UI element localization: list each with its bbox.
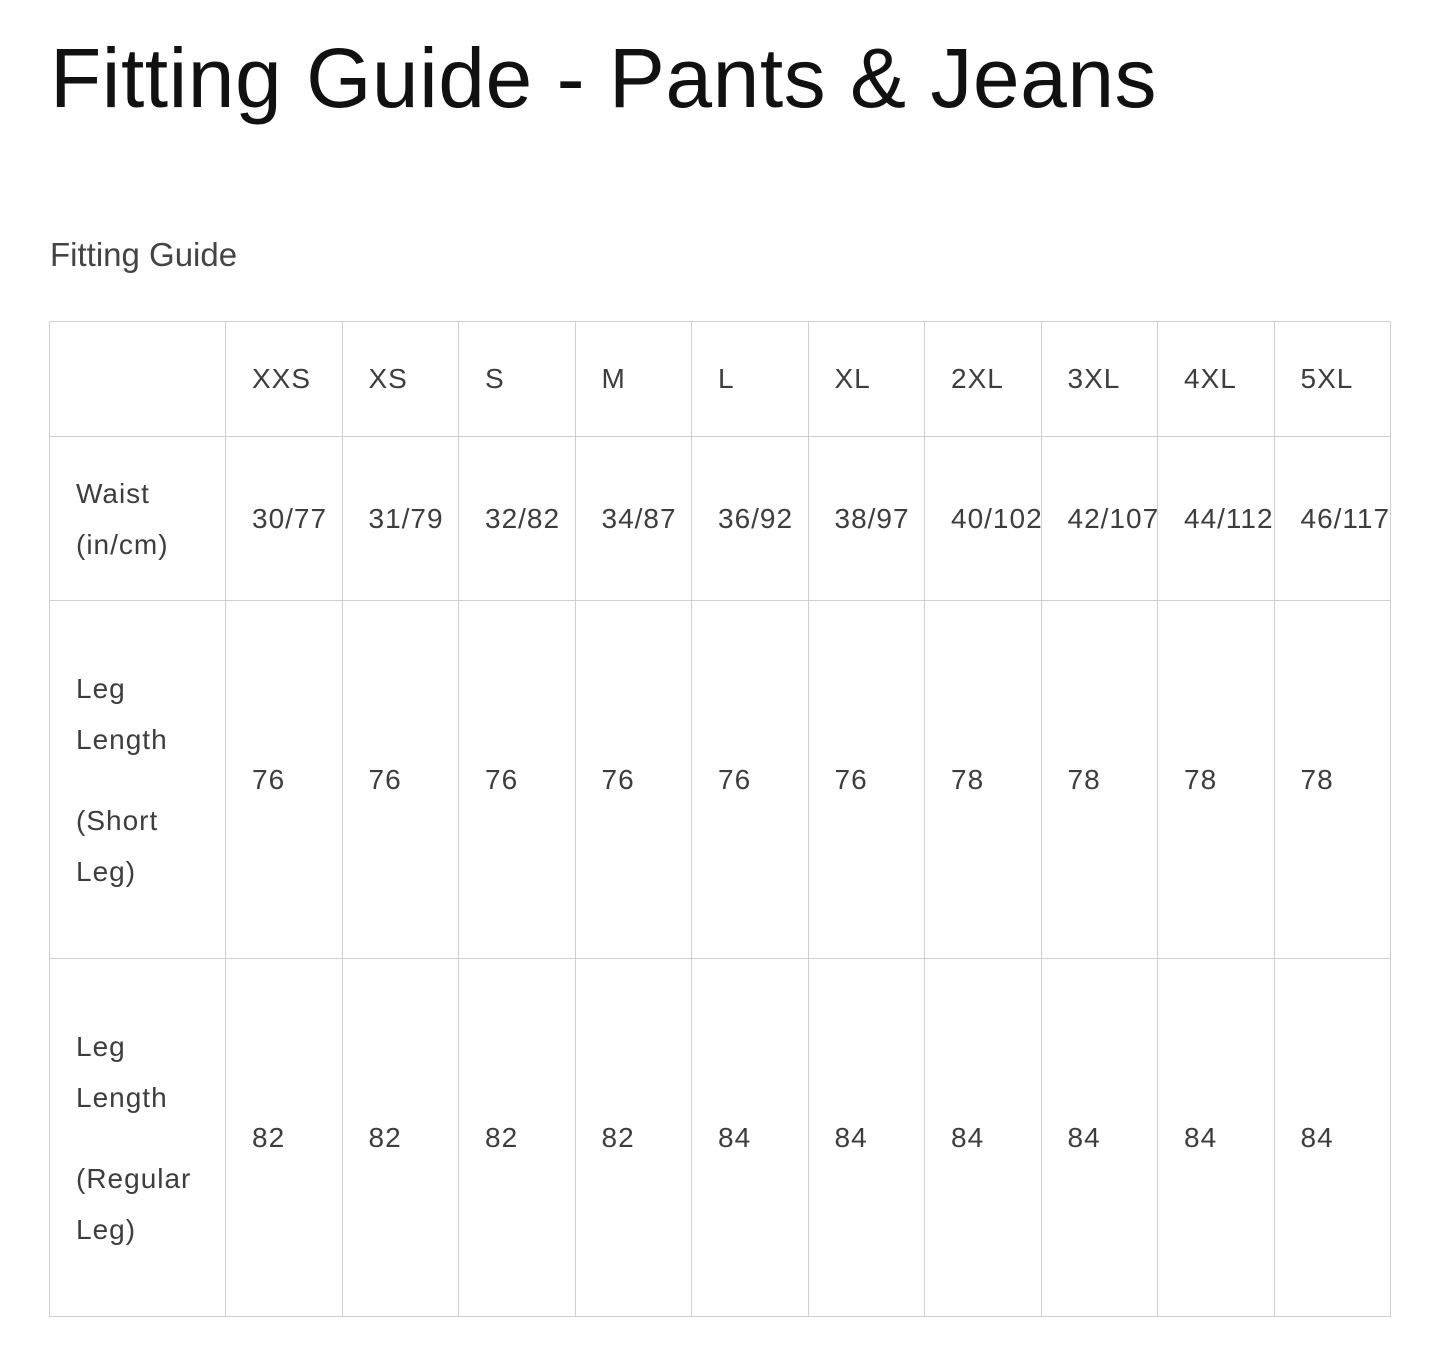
table-cell: 84 <box>1273 958 1391 1317</box>
section-heading: Fitting Guide <box>50 236 238 273</box>
row-label-line: (Short Leg) <box>76 804 159 887</box>
size-header: 3XL <box>1040 321 1158 437</box>
table-cell: 40/102 <box>924 436 1042 601</box>
table-cell: 34/87 <box>574 436 692 601</box>
size-header: L <box>691 321 809 437</box>
table-cell: 84 <box>807 958 925 1317</box>
row-label-line: (Regular Leg) <box>76 1162 192 1245</box>
table-cell: 46/117 <box>1273 436 1391 601</box>
table-cell: 76 <box>341 600 459 959</box>
table-cell: 32/82 <box>458 436 576 601</box>
table-cell: 76 <box>225 600 343 959</box>
table-cell: 78 <box>1040 600 1158 959</box>
row-label: Leg Length (Short Leg) <box>49 600 226 959</box>
table-cell: 78 <box>924 600 1042 959</box>
table-cell: 84 <box>691 958 809 1317</box>
table-cell: 42/107 <box>1040 436 1158 601</box>
header-row: XXS XS S M L XL 2XL 3XL 4XL 5XL <box>49 321 1391 437</box>
size-header: M <box>574 321 692 437</box>
row-label: Leg Length (Regular Leg) <box>49 958 226 1317</box>
row-label-line: Waist (in/cm) <box>76 477 169 560</box>
size-header: XS <box>341 321 459 437</box>
table-cell: 44/112 <box>1157 436 1275 601</box>
corner-cell <box>49 321 226 437</box>
table-cell: 36/92 <box>691 436 809 601</box>
page-title: Fitting Guide - Pants & Jeans <box>50 31 1158 125</box>
size-header: XXS <box>225 321 343 437</box>
table-cell: 30/77 <box>225 436 343 601</box>
table-cell: 76 <box>458 600 576 959</box>
table-cell: 84 <box>924 958 1042 1317</box>
table-cell: 84 <box>1040 958 1158 1317</box>
size-chart-table: XXS XS S M L XL 2XL 3XL 4XL 5XL Waist (in/cm) 30/77… <box>49 321 1391 1317</box>
table-cell: 82 <box>574 958 692 1317</box>
table-cell: 78 <box>1273 600 1391 959</box>
size-header: S <box>458 321 576 437</box>
table-cell: 38/97 <box>807 436 925 601</box>
table-cell: 31/79 <box>341 436 459 601</box>
row-label: Waist (in/cm) <box>49 436 226 601</box>
size-header: 2XL <box>924 321 1042 437</box>
table-row: Leg Length (Short Leg) 76 76 76 76 76 76 78 78 78 7… <box>49 600 1391 959</box>
table-cell: 78 <box>1157 600 1275 959</box>
size-header: XL <box>807 321 925 437</box>
table-cell: 76 <box>574 600 692 959</box>
table-cell: 76 <box>807 600 925 959</box>
table-row: Leg Length (Regular Leg) 82 82 82 82 84 84 84 84 8… <box>49 958 1391 1317</box>
table-cell: 84 <box>1157 958 1275 1317</box>
table-cell: 82 <box>458 958 576 1317</box>
size-header: 5XL <box>1273 321 1391 437</box>
table-row: Waist (in/cm) 30/77 31/79 32/82 34/87 36/92 38… <box>49 436 1391 601</box>
table-cell: 76 <box>691 600 809 959</box>
row-label-line: Leg Length <box>76 1030 168 1113</box>
size-header: 4XL <box>1157 321 1275 437</box>
table-cell: 82 <box>341 958 459 1317</box>
row-label-line: Leg Length <box>76 672 168 755</box>
table-cell: 82 <box>225 958 343 1317</box>
